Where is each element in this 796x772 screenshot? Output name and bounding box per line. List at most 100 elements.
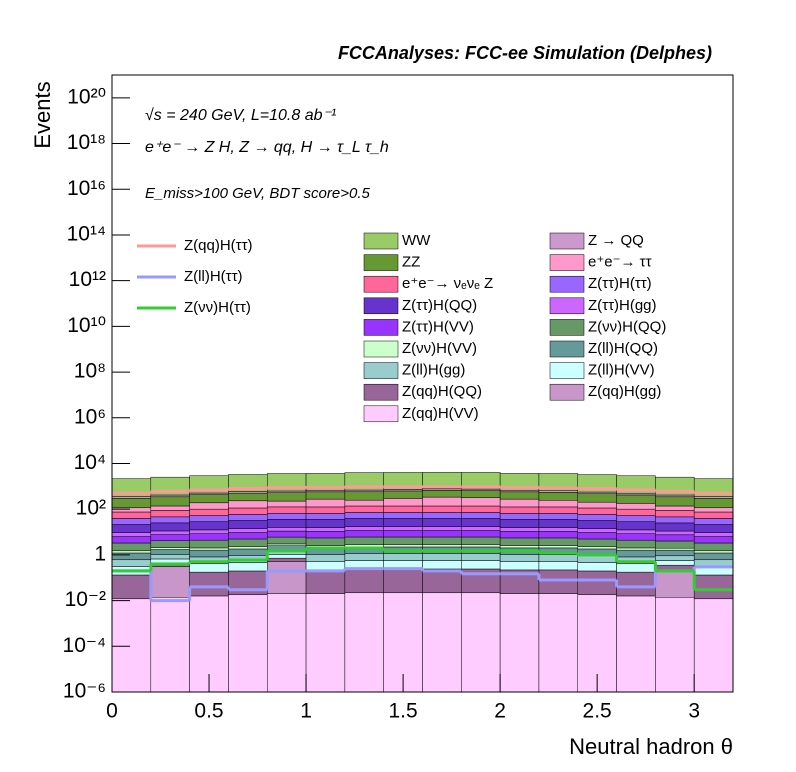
histogram-segment (344, 568, 384, 594)
histogram-segment (461, 490, 501, 498)
histogram-segment (693, 532, 734, 537)
histogram-segment (616, 549, 656, 558)
annotation: E_miss>100 GeV, BDT score>0.5 (145, 185, 370, 202)
histogram-segment (111, 542, 152, 552)
annotation: e⁺e⁻ → Z H, Z → qq, H → τ_L τ_h (145, 139, 389, 156)
histogram-segment (577, 501, 617, 509)
histogram-segment (499, 537, 540, 546)
histogram-segment (577, 570, 617, 596)
histogram-segment (538, 519, 578, 528)
legend-swatch (363, 254, 399, 271)
histogram-segment (267, 519, 307, 528)
histogram-segment (655, 534, 695, 542)
histogram-segment (305, 593, 346, 693)
histogram-segment (189, 563, 229, 573)
histogram-segment (267, 557, 307, 562)
y-tick-label: 10¹⁰ (67, 314, 106, 337)
histogram-segment (577, 520, 617, 529)
histogram-segment (499, 554, 540, 562)
histogram-segment (655, 522, 695, 532)
histogram-segment (305, 519, 346, 528)
histogram-segment (383, 553, 423, 561)
histogram-segment (461, 497, 501, 507)
histogram-segment (305, 527, 346, 532)
histogram-segment (616, 492, 656, 496)
histogram-segment (383, 498, 423, 507)
histogram-segment (693, 550, 734, 554)
y-tick-label: 10⁶ (74, 405, 106, 428)
histogram-segment (616, 508, 656, 516)
histogram-segment (383, 530, 423, 538)
legend-label: Z(qq)H(VV) (402, 405, 479, 422)
histogram-segment (383, 490, 423, 499)
histogram-segment (111, 532, 152, 537)
histogram-segment (499, 545, 540, 549)
histogram-segment (538, 513, 578, 520)
annotation: √s = 240 GeV, L=10.8 ab⁻¹ (145, 107, 336, 124)
x-axis-label: Neutral hadron θ (569, 734, 733, 759)
histogram-segment (344, 536, 384, 546)
legend-label: Z(νν)H(QQ) (588, 318, 666, 335)
histogram-segment (422, 530, 462, 538)
histogram-segment (267, 561, 307, 594)
histogram-segment (150, 522, 190, 532)
histogram-segment (305, 531, 346, 539)
histogram-segment (538, 506, 578, 514)
legend-label: Z(νν)H(VV) (402, 340, 477, 357)
legend-label: Z(ττ)H(gg) (588, 297, 657, 314)
histogram-segment (499, 561, 540, 571)
chart-title: FCCAnalyses: FCC-ee Simulation (Delphes) (338, 43, 712, 63)
legend-label: Z(ll)H(ττ) (184, 268, 243, 285)
histogram-segment (344, 491, 384, 501)
histogram-segment (228, 548, 268, 556)
histogram-segment (189, 521, 229, 531)
histogram-segment (111, 524, 152, 533)
histogram-segment (499, 593, 540, 693)
histogram-segment (383, 568, 423, 594)
histogram-segment (655, 516, 695, 524)
y-tick-label: 10²⁰ (67, 85, 106, 108)
histogram-segment (267, 513, 307, 520)
y-tick-label: 10⁻⁴ (63, 634, 106, 657)
histogram-segment (111, 536, 152, 544)
histogram-segment (305, 537, 346, 546)
histogram-segment (422, 568, 462, 594)
histogram-segment (111, 552, 152, 561)
histogram-segment (538, 537, 578, 546)
histogram-segment (344, 526, 384, 531)
histogram-segment (150, 530, 190, 535)
histogram-segment (693, 552, 734, 561)
histogram-segment (499, 531, 540, 539)
histogram-segment (111, 550, 152, 554)
legend-label: Z(ττ)H(QQ) (402, 297, 477, 314)
histogram-segment (267, 593, 307, 693)
histogram-segment (305, 491, 346, 500)
histogram-segment (538, 531, 578, 539)
histogram-segment (616, 533, 656, 541)
legend-label: Z(ll)H(QQ) (588, 340, 658, 357)
histogram-segment (344, 489, 384, 493)
histogram-segment (693, 536, 734, 544)
histogram-segment (305, 561, 346, 571)
x-tick-label: 1 (300, 700, 312, 723)
histogram-segment (655, 547, 695, 551)
histogram-segment (616, 529, 656, 534)
histogram-segment (189, 515, 229, 522)
histogram-segment (577, 493, 617, 503)
y-tick-label: 10¹² (69, 268, 106, 291)
histogram-segment (499, 527, 540, 532)
histogram-segment (538, 492, 578, 501)
legend-swatch (363, 383, 399, 401)
histogram-segment (228, 528, 268, 533)
histogram-segment (538, 527, 578, 532)
histogram-segment (267, 492, 307, 502)
histogram-segment (111, 498, 152, 509)
histogram-segment (538, 554, 578, 562)
histogram-segment (228, 520, 268, 529)
legend-label: WW (402, 232, 431, 249)
histogram-segment (577, 507, 617, 515)
histogram-segment (422, 518, 462, 527)
legend-label: e⁺e⁻→ ττ (588, 254, 652, 271)
histogram-segment (655, 569, 695, 598)
